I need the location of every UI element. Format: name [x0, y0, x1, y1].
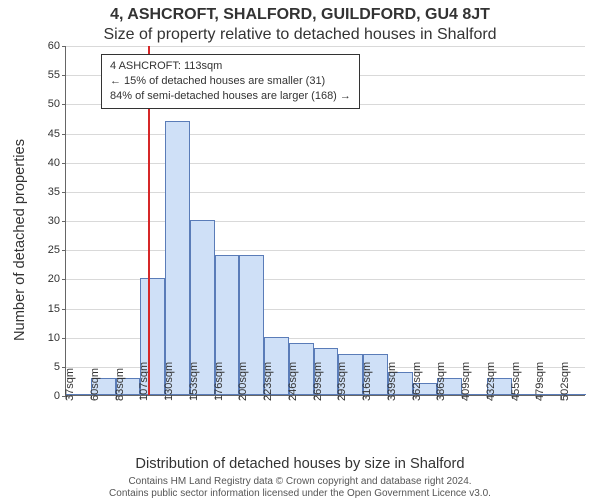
gridline — [66, 221, 585, 222]
xtick-label: 293sqm — [336, 362, 348, 401]
xtick-label: 479sqm — [534, 362, 546, 401]
chart-container: 4, ASHCROFT, SHALFORD, GUILDFORD, GU4 8J… — [0, 0, 600, 500]
gridline — [66, 250, 585, 251]
ytick-label: 25 — [48, 244, 66, 256]
xtick-label: 200sqm — [237, 362, 249, 401]
xtick-label: 502sqm — [559, 362, 571, 401]
annotation-line-3: 84% of semi-detached houses are larger (… — [110, 89, 351, 104]
ytick-label: 45 — [48, 128, 66, 140]
xtick-label: 269sqm — [312, 362, 324, 401]
xtick-label: 455sqm — [510, 362, 522, 401]
xtick-label: 246sqm — [287, 362, 299, 401]
xtick-label: 223sqm — [262, 362, 274, 401]
xtick-label: 316sqm — [361, 362, 373, 401]
ytick-label: 20 — [48, 273, 66, 285]
histogram-bar — [165, 121, 190, 395]
gridline — [66, 192, 585, 193]
title-main: 4, ASHCROFT, SHALFORD, GUILDFORD, GU4 8J… — [0, 6, 600, 24]
xtick-label: 37sqm — [64, 368, 76, 401]
ytick-label: 55 — [48, 69, 66, 81]
ytick-label: 10 — [48, 332, 66, 344]
xtick-label: 432sqm — [485, 362, 497, 401]
annotation-line-2: ← 15% of detached houses are smaller (31… — [110, 74, 351, 89]
xtick-label: 153sqm — [188, 362, 200, 401]
footnote-line-2: Contains public sector information licen… — [0, 488, 600, 500]
footnote-line-1: Contains HM Land Registry data © Crown c… — [0, 476, 600, 488]
annotation-line-1: 4 ASHCROFT: 113sqm — [110, 59, 351, 74]
xtick-label: 60sqm — [89, 368, 101, 401]
footnote: Contains HM Land Registry data © Crown c… — [0, 476, 600, 500]
xtick-label: 176sqm — [213, 362, 225, 401]
xtick-label: 386sqm — [435, 362, 447, 401]
gridline — [66, 134, 585, 135]
gridline — [66, 163, 585, 164]
ytick-label: 30 — [48, 215, 66, 227]
annotation-box: 4 ASHCROFT: 113sqm ← 15% of detached hou… — [101, 54, 360, 109]
plot-area: 05101520253035404550556037sqm60sqm83sqm1… — [65, 46, 585, 396]
ytick-label: 50 — [48, 98, 66, 110]
xtick-label: 339sqm — [386, 362, 398, 401]
xtick-label: 83sqm — [114, 368, 126, 401]
xtick-label: 409sqm — [460, 362, 472, 401]
ytick-label: 15 — [48, 303, 66, 315]
x-axis-label: Distribution of detached houses by size … — [0, 456, 600, 472]
xtick-label: 130sqm — [163, 362, 175, 401]
ytick-label: 35 — [48, 186, 66, 198]
title-sub: Size of property relative to detached ho… — [0, 26, 600, 44]
y-axis-label: Number of detached properties — [12, 139, 28, 341]
xtick-label: 362sqm — [411, 362, 423, 401]
ytick-label: 60 — [48, 40, 66, 52]
gridline — [66, 46, 585, 47]
ytick-label: 40 — [48, 157, 66, 169]
